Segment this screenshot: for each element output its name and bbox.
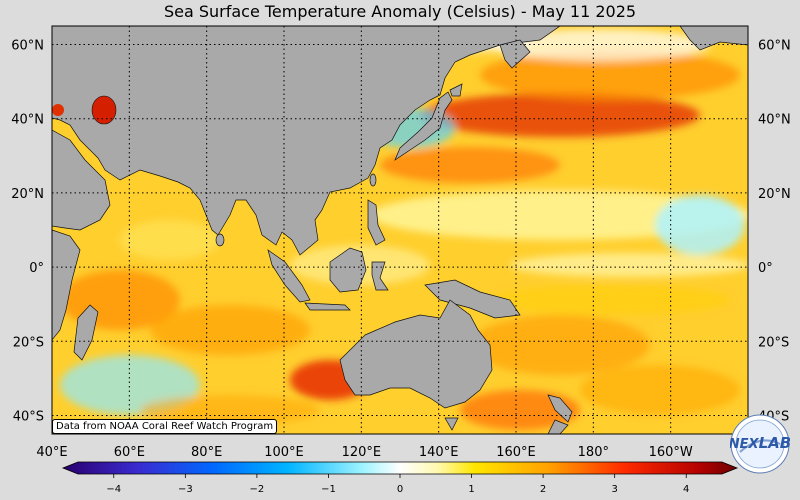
colorbar-tick-label: −3 bbox=[178, 484, 193, 495]
lon-label: 80°E bbox=[191, 445, 222, 460]
land-masses bbox=[52, 26, 748, 434]
lon-label: 140°E bbox=[419, 445, 459, 460]
svg-text:NEXLAB: NEXLAB bbox=[730, 434, 790, 452]
colorbar-bar bbox=[61, 461, 739, 475]
land-madagascar bbox=[73, 304, 99, 361]
lat-label-right: 20°N bbox=[758, 187, 791, 202]
land-philippines bbox=[367, 199, 386, 246]
colorbar-tick-label: −1 bbox=[321, 484, 336, 495]
land-sumatra bbox=[267, 249, 311, 303]
colorbar-tick-label: 2 bbox=[540, 484, 546, 495]
land-new-zealand-south bbox=[547, 419, 569, 434]
lon-label: 40°E bbox=[36, 445, 67, 460]
land-japan bbox=[394, 91, 453, 161]
anomaly-field bbox=[60, 28, 748, 430]
land-alaska bbox=[679, 26, 748, 51]
lat-label-right: 60°N bbox=[758, 39, 791, 54]
lon-label: 180° bbox=[578, 445, 609, 460]
data-credit: Data from NOAA Coral Reef Watch Program bbox=[52, 419, 278, 434]
lat-label-left: 40°S bbox=[13, 409, 44, 424]
land-taiwan bbox=[369, 173, 377, 187]
colorbar-tick-label: 1 bbox=[468, 484, 474, 495]
land-tasmania bbox=[444, 417, 459, 431]
lon-label: 160°E bbox=[496, 445, 536, 460]
land-java bbox=[304, 302, 351, 311]
land-borneo bbox=[329, 247, 367, 293]
lon-label: 60°E bbox=[114, 445, 145, 460]
land-hokkaido bbox=[449, 83, 463, 97]
land-arabia bbox=[52, 129, 111, 231]
colorbar-tick-label: 4 bbox=[683, 484, 689, 495]
land-asia bbox=[52, 26, 561, 256]
colorbar-tick-label: 0 bbox=[397, 484, 403, 495]
land-kamchatka bbox=[499, 39, 531, 69]
lat-label-right: 0° bbox=[758, 261, 773, 276]
lat-label-left: 60°N bbox=[11, 39, 44, 54]
lat-label-left: 0° bbox=[29, 261, 44, 276]
lon-label: 120°E bbox=[342, 445, 382, 460]
map-title: Sea Surface Temperature Anomaly (Celsius… bbox=[163, 2, 637, 21]
land-australia bbox=[339, 299, 493, 409]
lat-label-left: 20°S bbox=[13, 335, 44, 350]
colorbar: −4 −3 −2 −1 0 1 2 3 4 bbox=[61, 461, 739, 495]
longitude-labels: 40°E 60°E 80°E 100°E 120°E 140°E 160°E 180° 160°… bbox=[36, 445, 756, 460]
graticule bbox=[52, 26, 748, 434]
lat-label-right: 40°N bbox=[758, 113, 791, 128]
lat-label-right: 20°S bbox=[758, 335, 789, 350]
caspian-anomaly bbox=[91, 95, 117, 125]
land-sri-lanka bbox=[215, 233, 225, 247]
lat-label-left: 40°N bbox=[11, 113, 44, 128]
colorbar-tick-label: 3 bbox=[611, 484, 617, 495]
lon-label: 160°W bbox=[649, 445, 693, 460]
land-africa bbox=[52, 229, 81, 341]
plot-frame bbox=[51, 25, 749, 435]
persian-gulf-anomaly bbox=[52, 104, 64, 116]
plot-area bbox=[52, 26, 748, 434]
colorbar-tick-label: −4 bbox=[106, 484, 121, 495]
land-sulawesi bbox=[371, 261, 389, 291]
colorbar-ticks: −4 −3 −2 −1 0 1 2 3 4 bbox=[106, 474, 689, 495]
latitude-labels-left: 60°N 40°N 20°N 0° 20°S 40°S bbox=[11, 39, 44, 425]
nexlab-logo[interactable]: NEXLAB bbox=[730, 414, 790, 474]
latitude-labels-right: 60°N40°N20°N0°20°S40°S bbox=[758, 39, 791, 425]
colorbar-tick-label: −2 bbox=[250, 484, 265, 495]
lon-label: 100°E bbox=[264, 445, 304, 460]
lat-label-left: 20°N bbox=[11, 187, 44, 202]
